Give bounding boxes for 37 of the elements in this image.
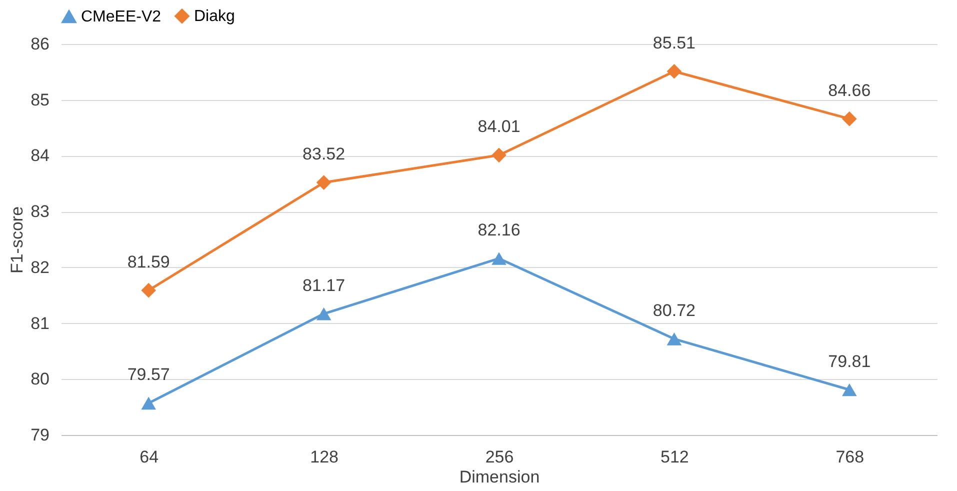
x-tick-label: 256 — [485, 448, 514, 466]
point — [492, 252, 506, 265]
x-tick-label: 512 — [660, 448, 689, 466]
data-label: 82.16 — [478, 220, 520, 240]
y-tick-label: 83 — [30, 202, 50, 222]
y-tick-label: 82 — [30, 258, 50, 277]
y-tick-label: 81 — [30, 314, 50, 333]
point — [316, 175, 332, 190]
y-tick-label: 84 — [30, 146, 50, 166]
y-tick-label: 79 — [30, 426, 50, 444]
y-tick-label: 85 — [30, 90, 50, 110]
point — [842, 111, 857, 126]
x-tick-label: 768 — [836, 448, 864, 466]
legend-label: Diakg — [194, 8, 235, 26]
point — [666, 332, 682, 346]
data-label: 80.72 — [652, 300, 696, 320]
point — [842, 383, 857, 396]
x-axis-title: Dimension — [459, 468, 540, 486]
y-axis-title: F1-score — [8, 206, 27, 274]
x-tick-label: 128 — [310, 448, 338, 466]
y-tick-label: 80 — [30, 370, 50, 389]
data-label: 79.57 — [127, 365, 170, 384]
data-label: 84.66 — [828, 80, 871, 100]
data-label: 85.51 — [652, 33, 696, 52]
data-label: 83.52 — [302, 144, 346, 164]
x-tick-label: 64 — [140, 448, 159, 466]
data-label: 81.59 — [127, 252, 170, 272]
legend-label: CMeEE-V2 — [81, 8, 162, 26]
data-label: 84.01 — [478, 117, 520, 136]
data-label: 79.81 — [828, 352, 871, 371]
point — [316, 307, 332, 320]
point — [141, 282, 156, 298]
point — [666, 64, 682, 79]
y-tick-label: 86 — [30, 34, 50, 54]
point — [492, 148, 506, 163]
point — [141, 396, 156, 410]
data-label: 81.17 — [302, 276, 346, 295]
